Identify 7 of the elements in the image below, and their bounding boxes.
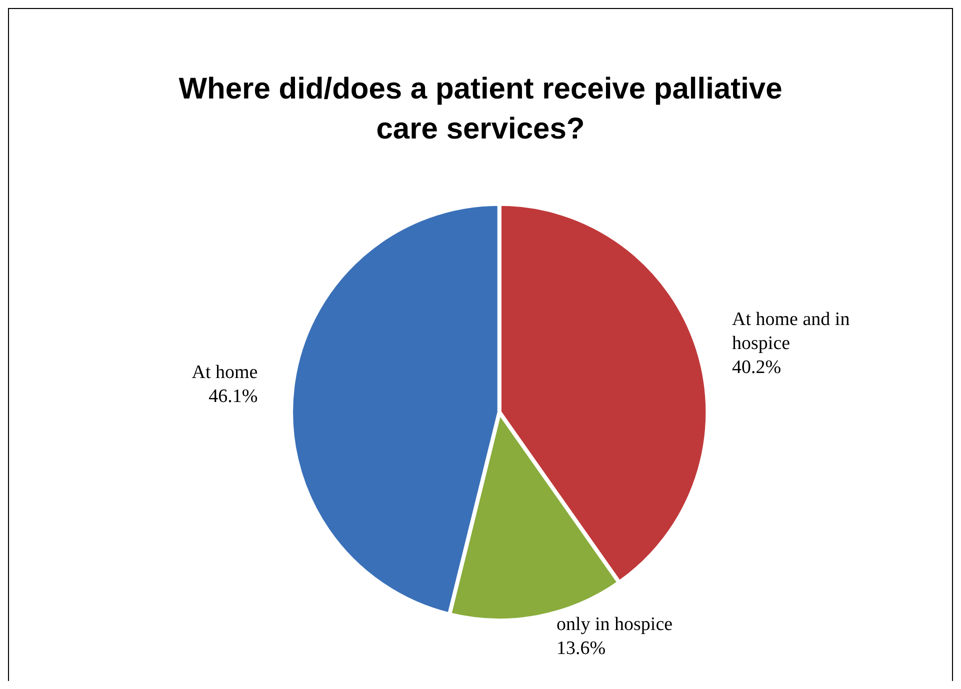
data-label: 40.2% (732, 356, 782, 378)
data-label: 13.6% (556, 638, 606, 660)
slice-label: At home and in hospice (732, 308, 854, 354)
chart-title: Where did/does a patient receive palliative care services? (178, 72, 782, 146)
data-label: 46.1% (208, 386, 258, 408)
slice-label: At home (192, 362, 258, 384)
slice-label: only in hospice (556, 614, 673, 636)
